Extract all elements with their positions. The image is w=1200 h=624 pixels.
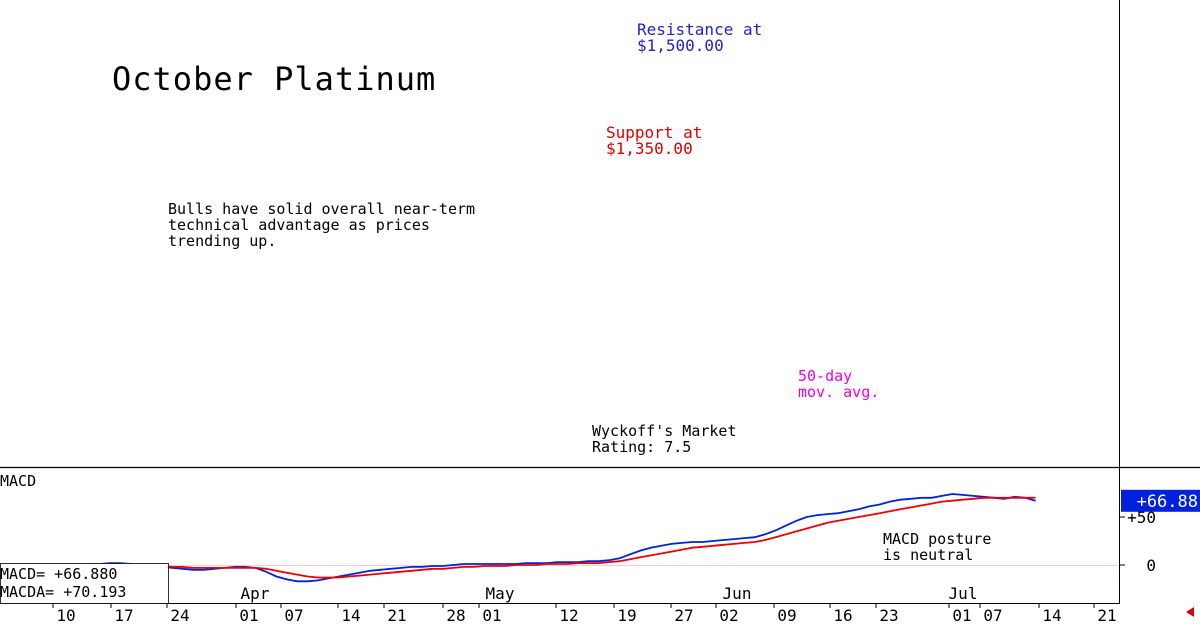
date-tick-label: 24 bbox=[170, 606, 189, 624]
date-tick-label: 16 bbox=[833, 606, 852, 624]
date-tick-label: 21 bbox=[387, 606, 406, 624]
month-label: May bbox=[486, 584, 515, 603]
date-tick-label: 28 bbox=[446, 606, 465, 624]
macd-title: MACD bbox=[0, 472, 37, 490]
date-tick-label: 07 bbox=[983, 606, 1002, 624]
date-tick-label: 14 bbox=[341, 606, 360, 624]
date-tick-label: 10 bbox=[56, 606, 75, 624]
grid-layer bbox=[0, 565, 1120, 566]
moving-average-label: 50-day mov. avg. bbox=[798, 367, 880, 401]
macda-line bbox=[6, 496, 1036, 579]
macd-legend-box bbox=[0, 563, 169, 604]
date-tick-label: 01 bbox=[239, 606, 258, 624]
date-tick-label: 23 bbox=[879, 606, 898, 624]
macd-value-label: +66.88 bbox=[1121, 489, 1200, 512]
month-label: Jun bbox=[723, 584, 752, 603]
support-label: Support at $1,350.00 bbox=[606, 123, 703, 158]
macd-posture-note: MACD posture is neutral bbox=[883, 530, 992, 564]
date-tick-label: 27 bbox=[674, 606, 693, 624]
date-tick-label: 02 bbox=[719, 606, 738, 624]
wyckoff-rating: Wyckoff's Market Rating: 7.5 bbox=[592, 422, 737, 456]
date-tick-label: 01 bbox=[482, 606, 501, 624]
macda-legend-value: MACDA= +70.193 bbox=[0, 583, 127, 601]
scroll-arrow-icon bbox=[1186, 607, 1194, 617]
date-tick-label: 01 bbox=[952, 606, 971, 624]
price-labels-layer: 1500.41421.31350.61191.6+66.88 bbox=[1121, 489, 1200, 512]
date-tick-label: 21 bbox=[1097, 606, 1116, 624]
bull-commentary: Bulls have solid overall near-term techn… bbox=[168, 200, 476, 250]
macd-layer bbox=[5, 493, 1036, 583]
month-label: Apr bbox=[241, 584, 270, 603]
date-tick-label: 09 bbox=[777, 606, 796, 624]
macd-tick-label: +50 bbox=[1127, 508, 1156, 527]
macd-line bbox=[5, 493, 1036, 583]
date-tick-label: 12 bbox=[559, 606, 578, 624]
macd-legend-value: MACD= +66.880 bbox=[0, 565, 118, 583]
macd-value-text: +66.88 bbox=[1137, 492, 1198, 512]
date-tick-label: 17 bbox=[114, 606, 133, 624]
date-tick-label: 14 bbox=[1042, 606, 1061, 624]
month-label: Jul bbox=[949, 584, 978, 603]
macd-tick-label: 0 bbox=[1146, 556, 1156, 575]
resistance-label: Resistance at $1,500.00 bbox=[637, 20, 763, 55]
date-tick-label: 19 bbox=[617, 606, 636, 624]
date-tick-label: 07 bbox=[284, 606, 303, 624]
chart-title: October Platinum bbox=[112, 60, 437, 98]
macd-value-box bbox=[1121, 489, 1200, 512]
